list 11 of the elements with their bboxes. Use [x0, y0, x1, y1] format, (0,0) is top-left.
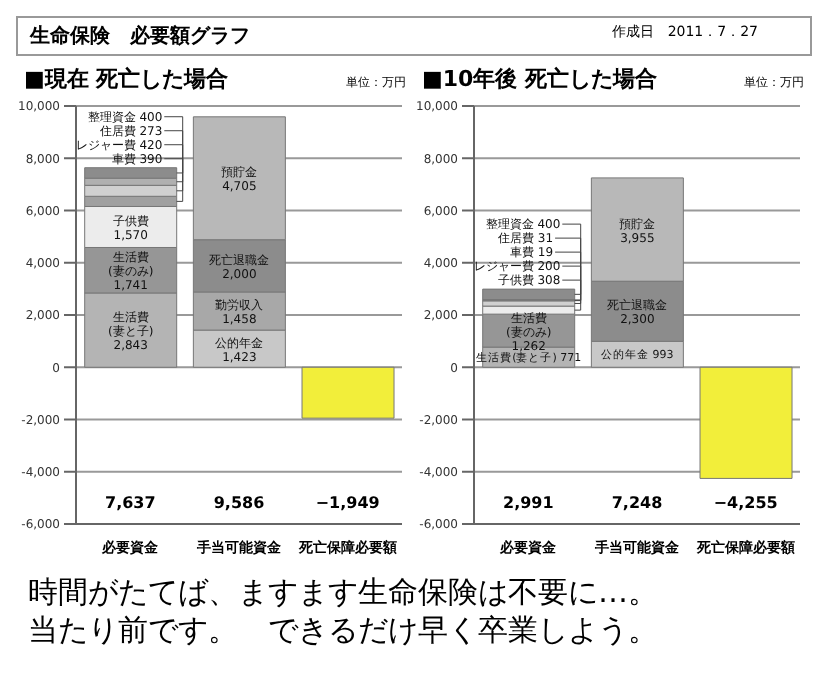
text: 生命保険 必要額グラフ: [30, 23, 250, 50]
annotation: −4,255: [713, 494, 779, 512]
annotation: 2,991: [503, 494, 555, 512]
text: 時間がたてば、ますます生命保険は不要に…。: [28, 574, 660, 612]
chart-title: ■現在 死亡した場合: [24, 64, 229, 94]
annotation: 7,248: [611, 494, 664, 512]
annotation: 9,586: [213, 494, 266, 512]
annotation: −1,949: [315, 494, 381, 512]
chart-title: ■10年後 死亡した場合: [422, 64, 658, 94]
annotation: 7,637: [105, 494, 156, 512]
text: 当たり前です。 できるだけ早く卒業しよう。: [28, 612, 660, 650]
